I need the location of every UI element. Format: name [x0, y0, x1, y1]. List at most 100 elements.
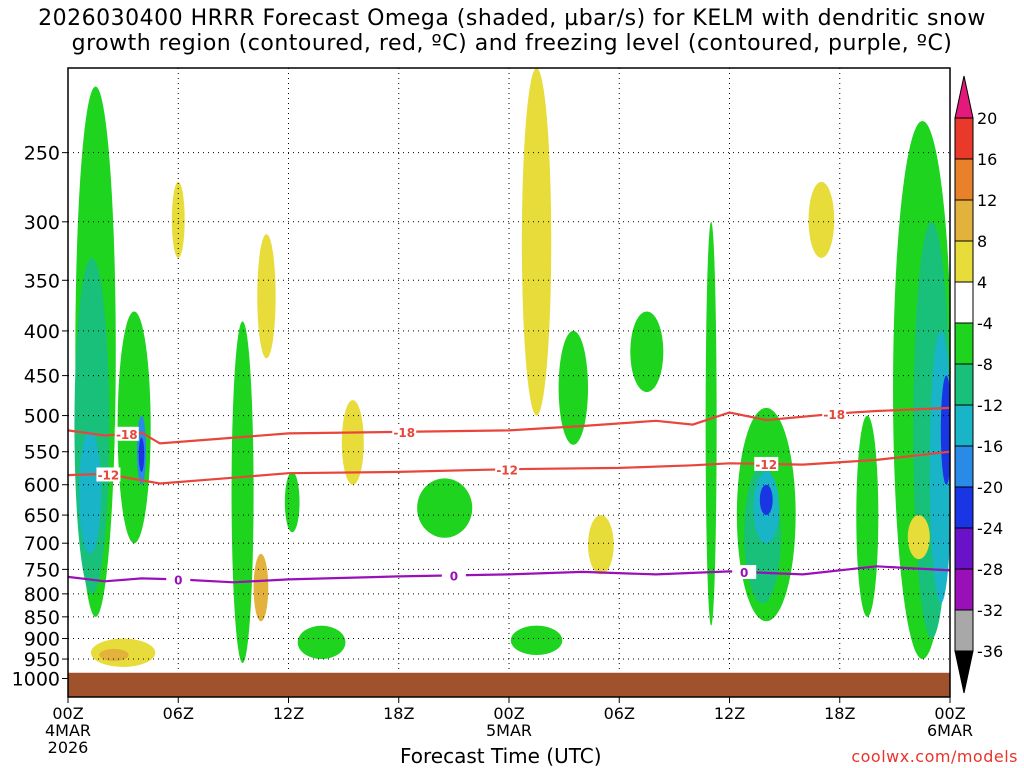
shading-green-12z	[284, 471, 300, 533]
shading-green-11z	[705, 221, 717, 626]
shading-yellow-15z	[341, 400, 364, 485]
colorbar-label: 12	[977, 191, 997, 210]
grid-lines	[68, 68, 950, 697]
shading-layer	[74, 68, 950, 667]
credit-link[interactable]: coolwx.com/models	[851, 747, 1018, 766]
shading-green-01z	[510, 625, 563, 656]
contour-label-0-0: -18	[116, 428, 138, 442]
y-tick-label: 600	[24, 475, 60, 497]
contour-label-bg	[114, 426, 139, 441]
contour-label-1-2: -12	[755, 458, 777, 472]
contour-label-bg	[732, 564, 757, 579]
contour-label-bg	[96, 467, 121, 482]
contour-label-2-2: 0	[740, 566, 748, 580]
title-line-2: growth region (contoured, red, ºC) and f…	[71, 31, 953, 56]
x-tick-sublabel: 5MAR	[486, 721, 532, 740]
shading-gold-low	[99, 648, 129, 662]
colorbar-swatch	[954, 486, 974, 529]
colorbar-swatch	[954, 158, 974, 201]
contour-label-2-0: 0	[174, 573, 182, 587]
shading-gold-10z	[253, 553, 269, 622]
shading-green-13z	[297, 625, 346, 660]
shading-blue-23z	[940, 375, 950, 485]
contour-label-0-2: -18	[823, 408, 845, 422]
colorbar-label: -20	[977, 478, 1003, 497]
shading-yellow-01z	[521, 68, 552, 416]
colorbar-swatch	[954, 240, 974, 283]
x-tick-label: 18Z	[383, 704, 414, 723]
colorbar-label: -4	[977, 314, 993, 333]
x-axis-label: Forecast Time (UTC)	[400, 744, 602, 768]
colorbar-swatch	[954, 281, 974, 324]
colorbar-swatch	[954, 527, 974, 570]
y-tick-label: 450	[24, 366, 60, 388]
x-tick-label: 12Z	[714, 704, 745, 723]
colorbar-label: -24	[977, 519, 1003, 538]
contour-label-bg	[392, 424, 417, 439]
shading-green-03z	[558, 330, 589, 445]
contour-label-1-1: -12	[496, 463, 518, 477]
surface-ground	[68, 672, 950, 697]
x-tick-label: 12Z	[273, 704, 304, 723]
x-tick-sublabel: 2026	[48, 738, 89, 757]
contour-label-2-1: 0	[450, 569, 458, 583]
contour-label-bg	[495, 462, 520, 477]
contour-label-0-1: -18	[393, 426, 415, 440]
contour-label-bg	[754, 456, 779, 471]
y-tick-label: 500	[24, 406, 60, 428]
y-tick-label: 700	[24, 533, 60, 555]
y-tick-label: 350	[24, 270, 60, 292]
colorbar-label: 4	[977, 273, 987, 292]
colorbar-top-arrow	[954, 75, 974, 119]
y-tick-label: 850	[24, 607, 60, 629]
shading-yellow-05z	[588, 515, 614, 575]
x-tick-label: 00Z	[52, 704, 83, 723]
shading-yellow-17z	[808, 181, 835, 258]
shading-yellow-06z	[171, 181, 185, 258]
y-tick-label: 300	[24, 212, 60, 234]
x-tick-label: 18Z	[824, 704, 855, 723]
colorbar-label: -28	[977, 560, 1003, 579]
colorbar-label: 16	[977, 150, 997, 169]
x-tick-sublabel: 4MAR	[45, 721, 91, 740]
shading-green-19z	[856, 415, 879, 617]
colorbar-label: -36	[977, 642, 1003, 661]
shading-yellow-10z	[257, 234, 276, 359]
x-tick-label: 06Z	[163, 704, 194, 723]
y-tick-label: 550	[24, 442, 60, 464]
colorbar-swatch	[954, 568, 974, 611]
colorbar-swatch	[954, 322, 974, 365]
shading-blue-14z	[759, 484, 773, 516]
y-tick-label: 1000	[12, 668, 60, 690]
colorbar-label: -32	[977, 601, 1003, 620]
shading-darkblue-early	[138, 437, 145, 472]
x-tick-sublabel: 6MAR	[927, 721, 973, 740]
y-tick-label: 400	[24, 321, 60, 343]
colorbar-swatch	[954, 609, 974, 652]
shading-green-20z	[417, 478, 473, 538]
shading-yellow-22z	[907, 515, 930, 560]
y-tick-label: 900	[24, 629, 60, 651]
contour-label-1-0: -12	[98, 468, 120, 482]
x-tick-label: 00Z	[493, 704, 524, 723]
y-tick-label: 650	[24, 505, 60, 527]
shading-cyan-early	[79, 430, 102, 554]
chart-title: 2026030400 HRRR Forecast Omega (shaded, …	[0, 6, 1024, 56]
colorbar-swatch	[954, 404, 974, 447]
colorbar-label: 8	[977, 232, 987, 251]
contour-label-bg	[441, 568, 466, 583]
contour-label-bg	[822, 406, 847, 421]
y-tick-label: 950	[24, 649, 60, 671]
plot-frame	[67, 67, 951, 698]
y-tick-label: 250	[24, 143, 60, 165]
colorbar-swatch	[954, 445, 974, 488]
colorbar-label: -12	[977, 396, 1003, 415]
y-tick-label: 800	[24, 584, 60, 606]
title-line-1: 2026030400 HRRR Forecast Omega (shaded, …	[38, 6, 986, 31]
contour-label-bg	[166, 572, 191, 587]
y-tick-label: 750	[24, 559, 60, 581]
colorbar-label: -8	[977, 355, 993, 374]
colorbar-swatch	[954, 117, 974, 160]
colorbar-label: 20	[977, 109, 997, 128]
